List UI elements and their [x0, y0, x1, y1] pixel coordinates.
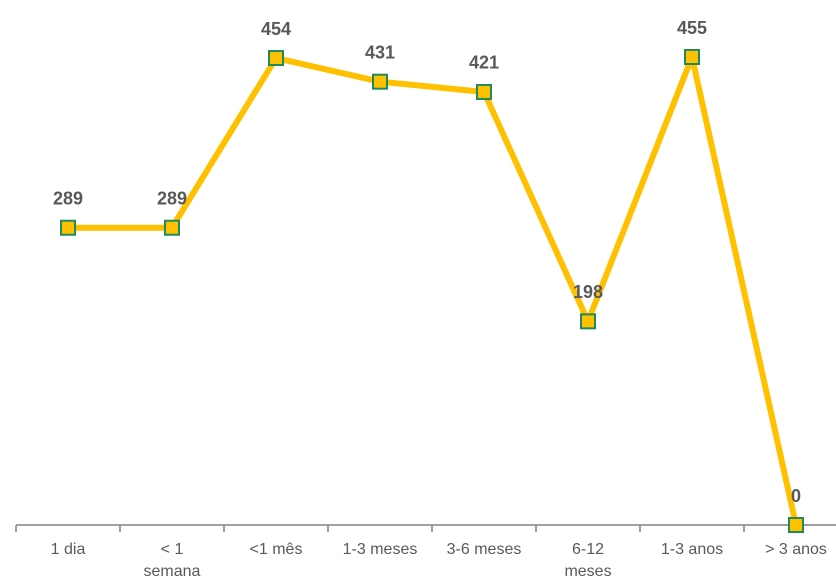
data-label: 421 [469, 53, 499, 73]
x-tick-label: < 1 semana [143, 541, 201, 580]
x-tick-label: > 3 anos [765, 541, 827, 558]
x-tick-label: <1 mês [249, 541, 303, 558]
data-label: 454 [261, 19, 291, 39]
data-label: 198 [573, 282, 603, 302]
x-tick-label: 1 dia [50, 541, 86, 558]
x-tick-label: 1-3 anos [660, 541, 724, 558]
x-tick-label: 1-3 meses [342, 541, 418, 558]
data-label: 455 [677, 18, 707, 38]
marker [476, 83, 492, 100]
marker [60, 219, 76, 236]
marker [268, 50, 284, 67]
marker [372, 73, 388, 90]
data-label: 289 [157, 188, 187, 208]
data-label: 289 [53, 188, 83, 208]
marker [164, 219, 180, 236]
marker [788, 517, 804, 533]
data-label: 0 [791, 486, 801, 506]
line [68, 54, 799, 526]
marker [684, 49, 700, 65]
marker [580, 313, 596, 330]
data-label: 431 [365, 42, 395, 62]
x-tick-label: 6-12 meses [564, 541, 612, 580]
x-tick-label: 3-6 meses [446, 541, 522, 558]
